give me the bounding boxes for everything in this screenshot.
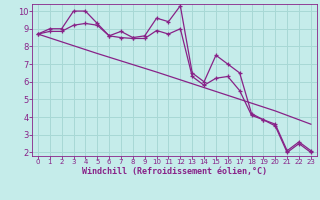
X-axis label: Windchill (Refroidissement éolien,°C): Windchill (Refroidissement éolien,°C) xyxy=(82,167,267,176)
